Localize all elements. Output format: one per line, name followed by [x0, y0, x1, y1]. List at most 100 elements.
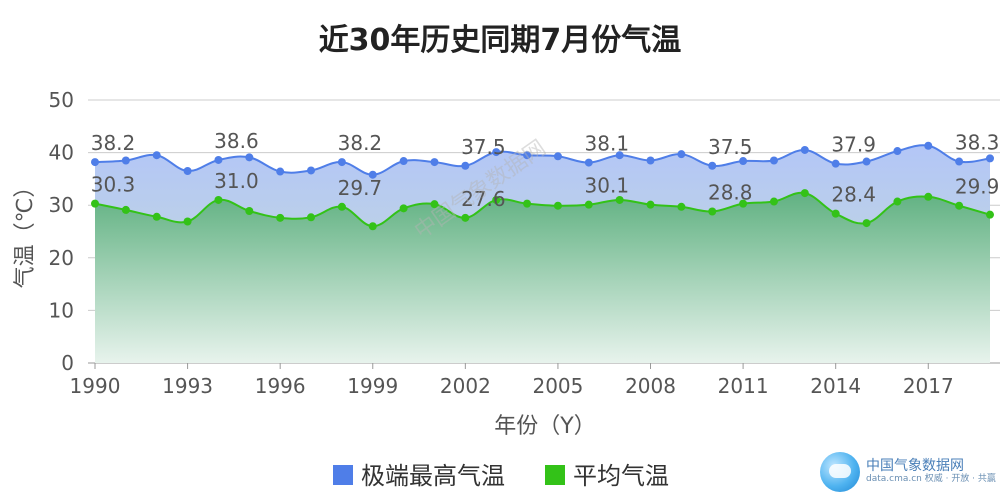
data-points — [91, 141, 994, 231]
x-tick-label: 1996 — [255, 374, 306, 398]
data-point-max-1994[interactable] — [214, 155, 223, 164]
data-point-max-2006[interactable] — [584, 158, 593, 167]
data-label-avg-1998: 29.7 — [338, 176, 383, 200]
data-point-avg-2015[interactable] — [862, 219, 871, 228]
data-point-max-2000[interactable] — [399, 157, 408, 166]
data-point-avg-1990[interactable] — [91, 199, 99, 208]
data-point-avg-1995[interactable] — [245, 206, 254, 215]
data-point-avg-1994[interactable] — [214, 195, 223, 204]
data-point-max-2016[interactable] — [893, 147, 902, 156]
data-point-avg-2001[interactable] — [430, 200, 439, 209]
x-tick-label: 1993 — [162, 374, 213, 398]
data-point-max-2014[interactable] — [831, 159, 840, 168]
data-labels: 38.2 38.6 38.2 37.5 38.1 37.5 37.9 38.3 30.3 31.0… — [91, 129, 1000, 211]
y-tick-label: 20 — [49, 246, 74, 270]
data-point-max-2012[interactable] — [769, 156, 778, 165]
data-point-avg-1996[interactable] — [276, 213, 285, 222]
data-point-max-2009[interactable] — [677, 150, 686, 159]
data-point-avg-2009[interactable] — [677, 202, 686, 211]
data-label-max-1998: 38.2 — [338, 131, 383, 155]
data-point-avg-1999[interactable] — [368, 222, 377, 231]
data-point-avg-2011[interactable] — [739, 199, 748, 208]
data-point-avg-1997[interactable] — [307, 213, 316, 222]
data-point-max-2004[interactable] — [523, 151, 532, 160]
data-point-max-2008[interactable] — [646, 156, 655, 165]
data-point-avg-1993[interactable] — [183, 217, 192, 226]
legend-label-avg[interactable]: 平均气温 — [573, 462, 669, 490]
data-point-avg-2018[interactable] — [955, 201, 964, 210]
data-point-avg-1998[interactable] — [337, 202, 346, 211]
data-point-avg-2008[interactable] — [646, 200, 655, 209]
data-label-avg-1990: 30.3 — [91, 173, 136, 197]
data-point-max-1998[interactable] — [337, 158, 346, 167]
data-label-max-1994: 38.6 — [214, 129, 259, 153]
data-point-avg-2012[interactable] — [769, 197, 778, 206]
data-label-max-2018: 38.3 — [955, 131, 1000, 155]
data-point-avg-1991[interactable] — [121, 205, 130, 214]
x-tick-label: 1990 — [70, 374, 121, 398]
data-point-max-2018[interactable] — [955, 157, 964, 166]
data-label-avg-2018: 29.9 — [955, 175, 1000, 199]
data-point-avg-1992[interactable] — [152, 212, 161, 221]
data-point-avg-2016[interactable] — [893, 197, 902, 206]
data-point-avg-2000[interactable] — [399, 204, 408, 213]
legend: 极端最高气温 平均气温 — [333, 462, 669, 490]
data-point-avg-2013[interactable] — [800, 189, 809, 198]
data-point-max-2001[interactable] — [430, 158, 439, 167]
data-point-avg-2004[interactable] — [523, 199, 532, 208]
data-point-avg-2019[interactable] — [986, 210, 994, 219]
x-tick-label: 2002 — [440, 374, 491, 398]
data-point-avg-2014[interactable] — [831, 209, 840, 218]
data-point-max-1999[interactable] — [368, 170, 377, 179]
data-label-avg-2006: 30.1 — [585, 174, 630, 198]
data-point-max-1995[interactable] — [245, 153, 254, 162]
data-point-max-2017[interactable] — [924, 141, 933, 150]
data-point-max-2013[interactable] — [800, 145, 809, 154]
y-tick-label: 50 — [49, 88, 74, 112]
watermark-logo-text: 中国气象数据网 data.cma.cn 权威 · 开放 · 共赢 — [866, 458, 996, 484]
y-axis-label: 气温（℃） — [13, 176, 38, 289]
x-tick-label: 2014 — [810, 374, 861, 398]
x-tick-label: 2008 — [625, 374, 676, 398]
data-point-avg-2006[interactable] — [584, 200, 593, 209]
x-tick-label: 2005 — [532, 374, 583, 398]
data-point-avg-2005[interactable] — [553, 201, 562, 210]
legend-swatch-max[interactable] — [333, 465, 353, 485]
watermark-logo-name: 中国气象数据网 — [866, 458, 964, 475]
legend-label-max[interactable]: 极端最高气温 — [361, 462, 505, 490]
data-point-max-2003[interactable] — [492, 148, 501, 157]
area-fill-avg — [95, 192, 990, 363]
data-point-max-1990[interactable] — [91, 158, 99, 167]
data-point-avg-2002[interactable] — [461, 213, 470, 222]
data-point-max-2002[interactable] — [461, 161, 470, 170]
watermark-logo-sub: data.cma.cn 权威 · 开放 · 共赢 — [866, 473, 996, 484]
data-point-max-2007[interactable] — [615, 151, 624, 160]
data-point-max-2005[interactable] — [553, 152, 562, 161]
data-point-max-1996[interactable] — [276, 167, 285, 176]
data-label-avg-2014: 28.4 — [831, 183, 876, 207]
data-label-max-2006: 38.1 — [585, 132, 630, 156]
legend-swatch-avg[interactable] — [545, 465, 565, 485]
data-point-max-2010[interactable] — [708, 161, 717, 170]
watermark-logo: 中国气象数据网 data.cma.cn 权威 · 开放 · 共赢 — [820, 452, 996, 492]
x-tick-label: 2011 — [718, 374, 769, 398]
data-point-avg-2003[interactable] — [492, 195, 501, 204]
x-tick-label: 2017 — [903, 374, 954, 398]
data-point-max-1997[interactable] — [307, 166, 316, 175]
data-point-avg-2017[interactable] — [924, 192, 933, 201]
y-tick-label: 30 — [49, 193, 74, 217]
data-point-avg-2010[interactable] — [708, 207, 717, 216]
data-point-max-1991[interactable] — [121, 156, 130, 165]
data-point-max-1993[interactable] — [183, 167, 192, 176]
data-point-max-2011[interactable] — [739, 157, 748, 166]
data-point-max-2015[interactable] — [862, 157, 871, 166]
area-fills — [95, 145, 990, 363]
data-label-max-2002: 37.5 — [461, 135, 506, 159]
cloud-logo-icon — [820, 452, 860, 492]
data-point-max-1992[interactable] — [152, 151, 161, 160]
data-point-avg-2007[interactable] — [615, 195, 624, 204]
x-axis-ticks: 1990 1993 1996 1999 2002 2005 2008 2011 2014 2017 — [70, 363, 954, 398]
data-point-max-2019[interactable] — [986, 154, 994, 163]
chart-title: 近30年历史同期7月份气温 — [319, 23, 682, 58]
